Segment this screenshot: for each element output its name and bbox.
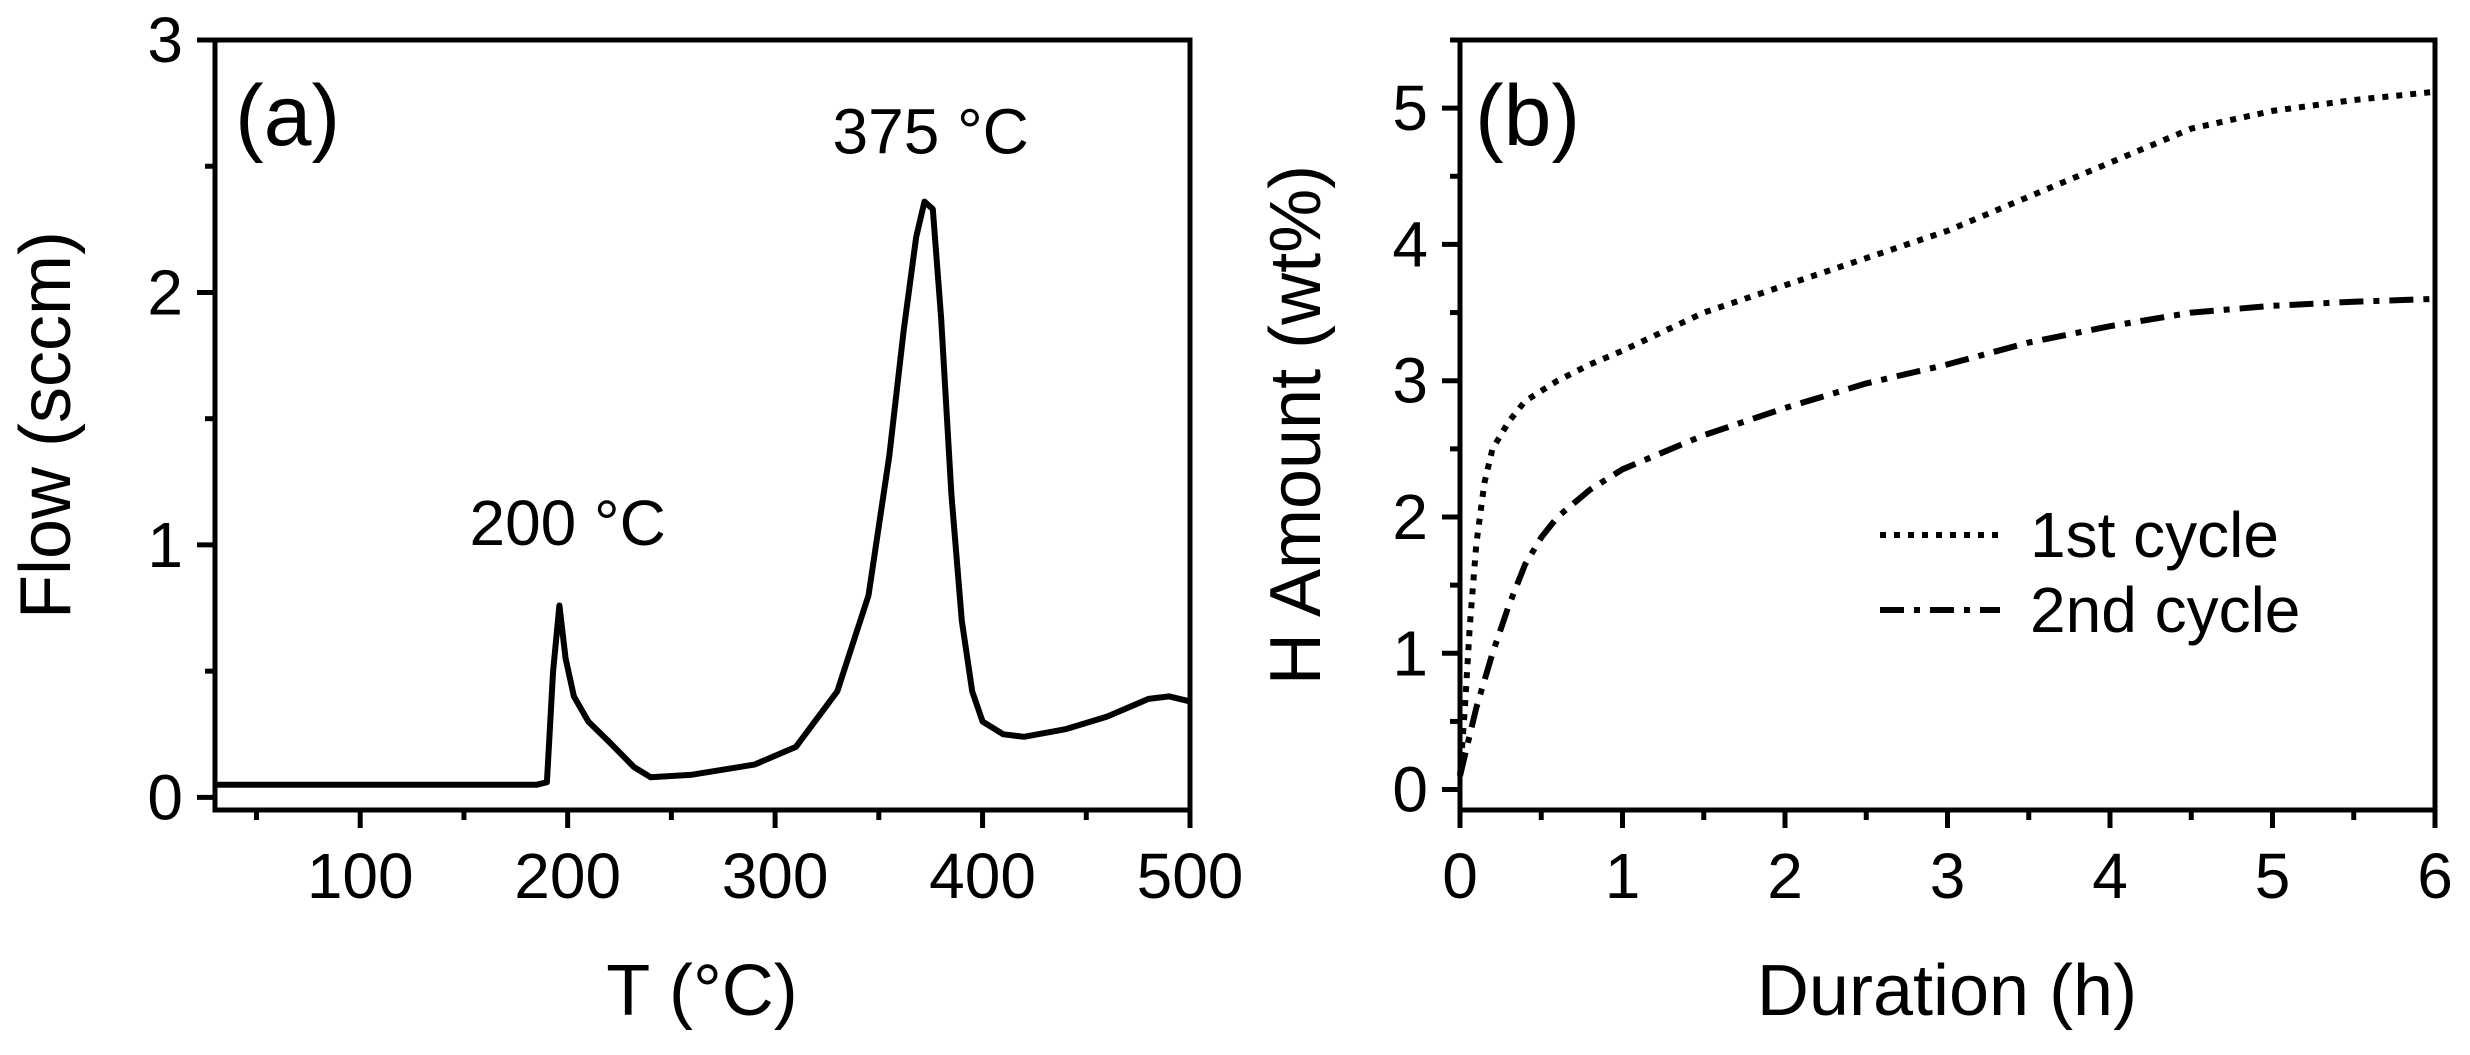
panel-b-y-tick-label: 0 [1392, 754, 1428, 826]
panel-b-x-tick-label: 3 [1930, 840, 1966, 912]
panel-b-x-tick-label: 1 [1605, 840, 1641, 912]
panel-b-x-tick-label: 2 [1767, 840, 1803, 912]
panel-b-y-tick-label: 2 [1392, 481, 1428, 553]
legend-label-1st-cycle: 1st cycle [2030, 499, 2279, 571]
panel-b-label: (b) [1475, 68, 1580, 164]
panel-a-chart: (a) T (°C) Flow (sccm) 100 200 300 400 50001… [6, 4, 1243, 1031]
panel-a-x-tick-label: 300 [722, 840, 829, 912]
panel-a-series-flow [215, 198, 1191, 788]
panel-b-chart: (b) Duration (h) H Amount (wt%) 0 1 2 3 4 5 60… [1256, 37, 2453, 1031]
panel-b-x-tick-label: 0 [1442, 840, 1478, 912]
panel-a-y-axis-label: Flow (sccm) [6, 231, 86, 619]
panel-b-marks [1457, 88, 2436, 777]
panel-a-label: (a) [235, 68, 340, 164]
panel-a-annotation-375: 375 °C [833, 96, 1029, 168]
panel-a-y-tick-label: 1 [147, 509, 183, 581]
panel-a-marks [215, 198, 1191, 788]
panel-b-x-tick-label: 5 [2255, 840, 2291, 912]
panel-b-legend: 1st cycle 2nd cycle [1880, 499, 2300, 646]
panel-b-y-axis-label: H Amount (wt%) [1256, 165, 1336, 685]
panel-b-y-tick-label: 1 [1392, 617, 1428, 689]
panel-b-y-tick-label: 3 [1392, 345, 1428, 417]
panel-b-ticks: 0 1 2 3 4 5 6 0 1 2 3 4 5 [1392, 37, 2453, 912]
panel-b-x-tick-label: 6 [2417, 840, 2453, 912]
panel-b-x-axis-label: Duration (h) [1757, 951, 2137, 1031]
legend-label-2nd-cycle: 2nd cycle [2030, 574, 2300, 646]
panel-b-frame [1457, 37, 2438, 813]
panel-a-x-tick-label: 200 [514, 840, 621, 912]
panel-b-series-2nd-cycle [1457, 295, 2436, 777]
panel-b-y-tick-label: 4 [1392, 208, 1428, 280]
panel-a-y-tick-label: 3 [147, 4, 183, 76]
panel-b-y-tick-label: 5 [1392, 72, 1428, 144]
panel-b-series-1st-cycle [1457, 88, 2436, 777]
panel-a-x-tick-label: 400 [929, 840, 1036, 912]
panel-a-x-axis-label: T (°C) [606, 951, 797, 1031]
panel-a-x-tick-label: 100 [307, 840, 414, 912]
panel-a-x-tick-label: 500 [1137, 840, 1244, 912]
panel-a-frame [212, 37, 1193, 813]
panel-a-y-tick-label: 0 [147, 761, 183, 833]
panel-a-ticks: 100 200 300 400 500 0 1 2 3 [147, 4, 1243, 912]
panel-a-y-tick-label: 2 [147, 256, 183, 328]
panel-a-annotation-200: 200 °C [469, 487, 665, 559]
panel-b-x-tick-label: 4 [2092, 840, 2128, 912]
